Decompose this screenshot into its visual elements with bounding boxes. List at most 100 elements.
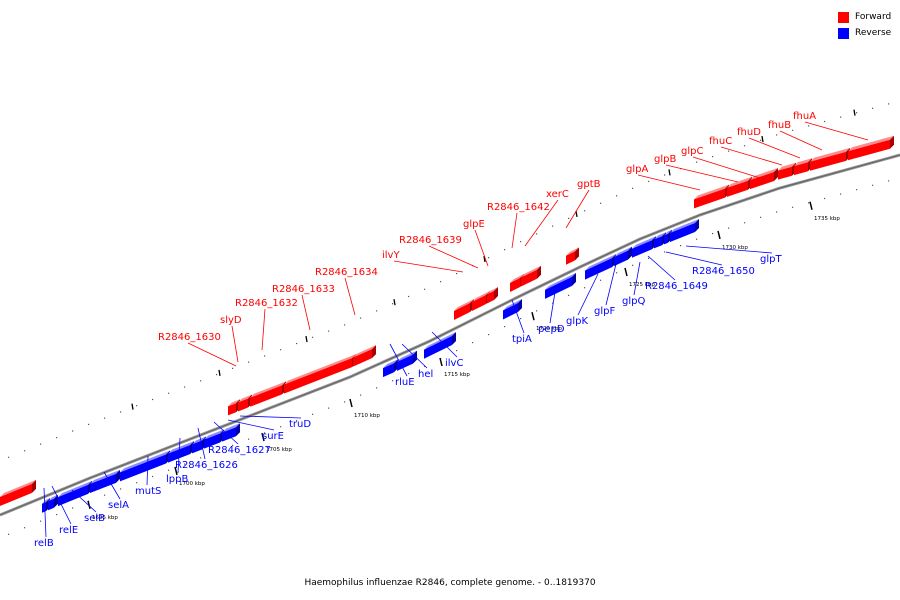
leader-reverse-sure — [227, 419, 275, 431]
gene-forward-xerc — [521, 265, 541, 287]
kbp-tick-label: 1710 kbp — [354, 413, 380, 419]
kbp-tick — [87, 500, 91, 510]
legend-reverse: Reverse — [838, 25, 891, 41]
guide-dot — [408, 295, 410, 298]
guide-dot — [264, 432, 266, 434]
label-forward-glpa: glpA — [626, 164, 648, 175]
leader-forward-glpb — [665, 164, 739, 183]
gene-box-face — [0, 483, 32, 506]
label-reverse-r2846-1650: R2846_1650 — [692, 266, 755, 277]
guide-dot — [696, 238, 698, 240]
gene-reverse-rele — [48, 494, 58, 511]
label-forward-r2846-1634: R2846_1634 — [315, 267, 378, 278]
guide-dot — [584, 287, 586, 289]
guide-dot — [168, 392, 170, 394]
gene-box-face — [654, 236, 662, 249]
kbp-tick — [624, 267, 628, 277]
guide-dot — [296, 419, 298, 422]
gene-box-top — [487, 287, 498, 295]
leader-reverse-trud — [239, 415, 302, 419]
label-reverse-r2846-1649: R2846_1649 — [645, 281, 708, 292]
guide-dot — [200, 457, 202, 459]
gene-box-face — [238, 398, 248, 412]
kbp-tick-label: 1705 kbp — [266, 447, 292, 453]
leader-reverse-glpf — [605, 263, 617, 306]
guide-dot — [488, 334, 490, 336]
guide-dot — [344, 324, 346, 326]
minor-tick — [131, 403, 134, 410]
gene-box-top — [670, 219, 699, 233]
label-reverse-glpt: glpT — [760, 254, 782, 265]
guide-dot — [408, 372, 410, 375]
guide-dot — [312, 336, 314, 338]
gene-box-top — [284, 354, 356, 385]
gene-box-top — [228, 399, 240, 407]
gene-box-top — [48, 494, 58, 502]
guide-dot — [184, 386, 186, 388]
gene-box-face — [222, 427, 236, 442]
guide-dot — [392, 380, 394, 382]
label-forward-fhud: fhuD — [737, 127, 761, 138]
guide-dot — [888, 103, 890, 105]
guide-dot — [328, 407, 330, 409]
gene-box-face — [727, 180, 748, 197]
guide-dot — [568, 294, 570, 296]
genome-caption: Haemophilus influenzae R2846, complete g… — [304, 578, 596, 588]
guide-dot — [296, 342, 298, 345]
legend-forward: Forward — [838, 9, 891, 25]
guide-dot — [280, 426, 282, 428]
gene-forward-fhub — [810, 147, 850, 171]
label-reverse-pepd: pepD — [538, 324, 565, 335]
gene-box-top — [794, 158, 812, 167]
gene-forward-r2846-1634 — [353, 345, 376, 367]
gene-box-top — [250, 381, 286, 398]
guide-dot — [472, 342, 474, 344]
guide-dot — [120, 488, 122, 490]
guide-dot — [56, 436, 58, 439]
gene-box-end — [413, 350, 417, 364]
guide-dot — [488, 257, 490, 259]
kbp-tick — [174, 466, 178, 476]
leader-forward-xerc — [524, 199, 559, 247]
leader-forward-fhub — [779, 130, 823, 151]
guide-dot — [56, 513, 58, 516]
label-reverse-r2846-1627: R2846_1627 — [208, 445, 271, 456]
gene-box-face — [120, 454, 166, 482]
guide-dot — [728, 227, 730, 229]
gene-forward-glpe — [487, 287, 498, 304]
guide-dot — [152, 398, 154, 401]
gene-box-face — [90, 473, 116, 493]
gene-box-top — [848, 135, 894, 152]
gene-box-face — [58, 484, 88, 507]
gene-box-face — [472, 295, 486, 311]
leader-forward-ilvy — [393, 260, 464, 273]
guide-dot — [40, 443, 42, 445]
guide-dot — [552, 302, 554, 304]
kbp-tick — [717, 230, 721, 240]
gene-box-top — [0, 479, 36, 497]
leader-forward-r2846-1630 — [187, 342, 237, 367]
label-reverse-rele: relE — [59, 525, 78, 536]
guide-dot — [200, 380, 202, 382]
leader-reverse-ilvc — [431, 331, 458, 358]
gene-box-top — [42, 498, 50, 504]
guide-dot — [392, 303, 394, 305]
guide-dot — [456, 350, 458, 352]
guide-dot — [424, 288, 426, 290]
leader-reverse-tpia — [511, 299, 525, 334]
gene-box-top — [204, 429, 224, 440]
gene-reverse-pepd — [545, 272, 576, 299]
leader-reverse-lppb — [177, 437, 181, 474]
leader-forward-fhuc — [720, 146, 783, 166]
guide-dot — [520, 241, 522, 243]
gene-box-top — [727, 176, 752, 188]
guide-dot — [328, 330, 330, 332]
gene-box-end — [518, 299, 522, 312]
leader-reverse-r2846-1627 — [213, 421, 239, 445]
guide-dot — [360, 394, 362, 396]
legend: Forward Reverse — [838, 9, 891, 41]
leader-forward-slyd — [231, 325, 239, 363]
leader-reverse-glpq — [633, 261, 641, 296]
gene-box-face — [510, 278, 520, 292]
guide-dot — [840, 193, 842, 195]
